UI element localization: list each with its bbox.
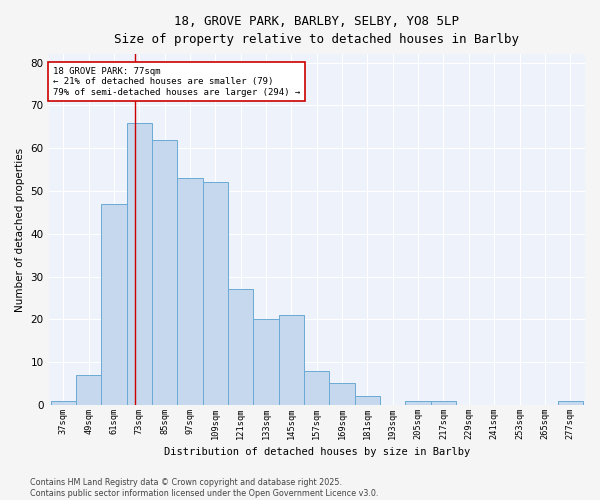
Bar xyxy=(203,182,228,405)
Bar xyxy=(152,140,178,405)
Bar xyxy=(355,396,380,405)
Bar xyxy=(329,384,355,405)
Bar xyxy=(178,178,203,405)
Title: 18, GROVE PARK, BARLBY, SELBY, YO8 5LP
Size of property relative to detached hou: 18, GROVE PARK, BARLBY, SELBY, YO8 5LP S… xyxy=(114,15,519,46)
Bar xyxy=(304,370,329,405)
Bar xyxy=(557,400,583,405)
Bar xyxy=(406,400,431,405)
X-axis label: Distribution of detached houses by size in Barlby: Distribution of detached houses by size … xyxy=(164,448,470,458)
Bar xyxy=(279,315,304,405)
Y-axis label: Number of detached properties: Number of detached properties xyxy=(15,148,25,312)
Bar xyxy=(101,204,127,405)
Bar xyxy=(50,400,76,405)
Bar xyxy=(253,320,279,405)
Text: Contains HM Land Registry data © Crown copyright and database right 2025.
Contai: Contains HM Land Registry data © Crown c… xyxy=(30,478,379,498)
Bar xyxy=(431,400,456,405)
Text: 18 GROVE PARK: 77sqm
← 21% of detached houses are smaller (79)
79% of semi-detac: 18 GROVE PARK: 77sqm ← 21% of detached h… xyxy=(53,67,300,96)
Bar xyxy=(76,375,101,405)
Bar xyxy=(127,122,152,405)
Bar xyxy=(228,290,253,405)
